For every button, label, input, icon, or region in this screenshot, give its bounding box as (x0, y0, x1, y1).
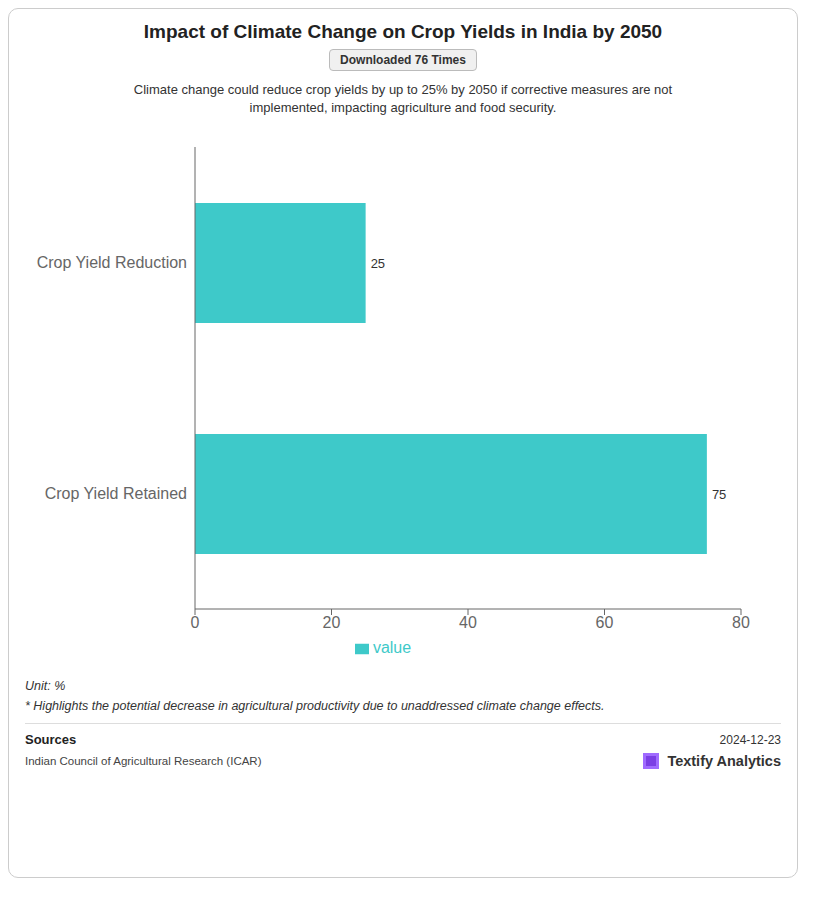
svg-text:20: 20 (323, 615, 341, 632)
svg-text:25: 25 (371, 256, 385, 271)
svg-text:75: 75 (712, 487, 726, 502)
svg-text:Crop Yield Reduction: Crop Yield Reduction (37, 255, 187, 272)
svg-text:Crop Yield Retained: Crop Yield Retained (45, 486, 187, 503)
html-text:Sources: Sources (25, 732, 77, 748)
html-text:* Highlights the potential dec: * Highlights the potential decrease in a… (25, 699, 605, 714)
svg-text:80: 80 (732, 615, 750, 632)
svg-text:0: 0 (191, 615, 200, 632)
html-text:Unit: %: Unit: % (25, 679, 66, 694)
html-text:value: value (372, 639, 412, 657)
html-text:Climate change could reduce cr: Climate change could reduce crop yields … (133, 82, 673, 116)
html-text:Textify Analytics: Textify Analytics (667, 753, 781, 770)
svg-text:60: 60 (596, 615, 614, 632)
html-text:2024-12-23: 2024-12-23 (719, 732, 781, 747)
html-text:Downloaded 76 Times: Downloaded 76 Times (340, 53, 466, 67)
html-text:Impact of Climate Change on Cr: Impact of Climate Change on Crop Yields … (143, 21, 663, 42)
html-text:Indian Council of Agricultural: Indian Council of Agricultural Research … (25, 755, 262, 768)
svg-text:40: 40 (459, 615, 477, 632)
